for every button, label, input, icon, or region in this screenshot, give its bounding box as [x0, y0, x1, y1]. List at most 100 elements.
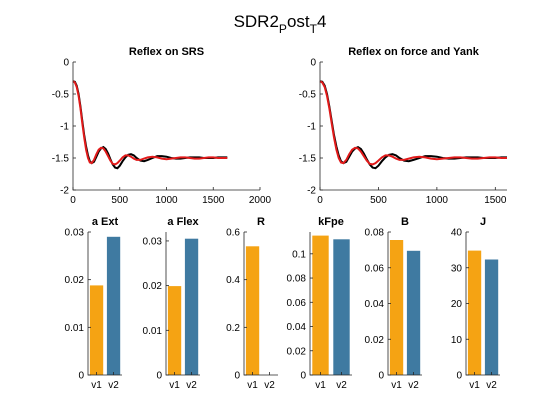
- x-tick-label: 0: [317, 195, 323, 206]
- axis-lines: [165, 232, 200, 376]
- bar: [106, 236, 121, 375]
- x-tick-label: v1: [91, 380, 102, 391]
- y-tick-label: 0.06: [287, 298, 307, 309]
- bar: [333, 239, 350, 375]
- x-tick-label: v2: [108, 380, 119, 391]
- chart-panel: Reflex on force and Yank 0 500 1000 1500 -2 -1…: [299, 46, 507, 206]
- title-middle: ost: [287, 12, 310, 31]
- y-tick-label: 0: [456, 371, 462, 382]
- y-tick-label: 0.06: [365, 263, 385, 274]
- y-tick-label: 20: [451, 299, 463, 310]
- chart-title: J: [480, 216, 486, 228]
- x-tick-label: 500: [370, 195, 387, 206]
- chart-panel: a Ext v1 v2 0 0.01 0.02 0.03: [65, 216, 122, 391]
- y-tick-label: 0: [63, 58, 69, 69]
- x-tick-label: v1: [315, 380, 326, 391]
- bar: [184, 238, 199, 375]
- bar: [389, 240, 404, 375]
- axis-lines: [243, 232, 278, 376]
- y-tick-label: -2: [60, 186, 69, 197]
- y-tick-label: 0.03: [65, 228, 85, 239]
- chart-title: kFpe: [318, 216, 344, 228]
- y-tick-label: -1: [60, 122, 69, 133]
- y-tick-label: 0.01: [143, 326, 163, 337]
- y-tick-label: 0.02: [365, 335, 385, 346]
- chart-panel: Reflex on SRS 0 500 1000 1500 2000 -2 -1.5 -1 -0.…: [52, 46, 272, 206]
- bar: [312, 235, 329, 375]
- bar: [89, 285, 104, 375]
- y-tick-label: 0.1: [292, 249, 306, 260]
- axis-lines: [319, 62, 507, 191]
- chart-title: R: [257, 216, 265, 228]
- axis-lines: [387, 232, 422, 376]
- y-tick-label: 0: [300, 371, 306, 382]
- y-tick-label: 0.4: [226, 275, 240, 286]
- x-tick-label: 500: [111, 195, 128, 206]
- y-tick-label: -1.5: [52, 154, 70, 165]
- y-tick-label: 0.08: [287, 274, 307, 285]
- x-tick-label: 1000: [155, 195, 178, 206]
- title-subscript-1: P: [279, 22, 287, 36]
- bar: [406, 250, 421, 375]
- y-tick-label: 0.04: [365, 299, 385, 310]
- y-tick-label: -0.5: [299, 90, 317, 101]
- title-end: 4: [317, 12, 326, 31]
- chart-title: Reflex on SRS: [129, 46, 204, 58]
- chart-panel: a Flex v1 v2 0 0.01 0.02 0.03: [143, 216, 200, 391]
- title-main: SDR2: [234, 12, 279, 31]
- x-tick-label: v1: [247, 380, 258, 391]
- y-tick-label: 0: [234, 371, 240, 382]
- y-tick-label: 0.04: [287, 322, 307, 333]
- chart-panel: kFpe v1 v2 0 0.02 0.04 0.06 0.08 0.1: [287, 216, 352, 391]
- x-tick-label: v1: [469, 380, 480, 391]
- x-tick-label: 0: [70, 195, 76, 206]
- bar: [467, 250, 482, 375]
- chart-title: B: [401, 216, 409, 228]
- y-tick-label: -1.5: [299, 154, 317, 165]
- x-tick-label: v1: [169, 380, 180, 391]
- y-tick-label: 0.2: [226, 323, 240, 334]
- y-tick-label: 0.02: [143, 281, 163, 292]
- x-tick-label: v2: [408, 380, 419, 391]
- x-tick-label: 1000: [426, 195, 449, 206]
- y-tick-label: -2: [307, 186, 316, 197]
- y-tick-label: 40: [451, 228, 463, 239]
- series-line: [72, 80, 228, 166]
- y-tick-label: 0.03: [143, 236, 163, 247]
- x-tick-label: v2: [186, 380, 197, 391]
- x-tick-label: 1500: [484, 195, 507, 206]
- bar: [167, 286, 182, 375]
- chart-panel: Jv1 v2 0 10 20 30 40: [451, 216, 500, 391]
- bar: [484, 259, 499, 375]
- title-subscript-2: T: [310, 22, 318, 36]
- y-tick-label: 0: [156, 371, 162, 382]
- y-tick-label: 10: [451, 335, 463, 346]
- axis-lines: [309, 232, 352, 376]
- x-tick-label: 2000: [249, 195, 272, 206]
- y-tick-label: 0.02: [65, 275, 85, 286]
- y-tick-label: 0.08: [365, 228, 385, 239]
- axis-lines: [87, 232, 122, 376]
- y-tick-label: 0.01: [65, 323, 85, 334]
- x-tick-label: 1500: [202, 195, 225, 206]
- axis-lines: [72, 62, 260, 191]
- figure-title: SDR2PostT4: [234, 12, 327, 36]
- axis-lines: [465, 232, 500, 376]
- y-tick-label: 0: [78, 371, 84, 382]
- chart-title: a Ext: [92, 216, 119, 228]
- x-tick-label: v1: [391, 380, 402, 391]
- chart-panel: Bv1 v2 0 0.02 0.04 0.06 0.08: [365, 216, 422, 391]
- y-tick-label: 30: [451, 263, 463, 274]
- y-tick-label: -0.5: [52, 90, 70, 101]
- y-tick-label: 0: [310, 58, 316, 69]
- x-tick-label: v2: [336, 380, 347, 391]
- chart-title: a Flex: [167, 216, 199, 228]
- series-line: [319, 80, 507, 166]
- bar: [245, 246, 260, 375]
- chart-title: Reflex on force and Yank: [348, 46, 480, 58]
- y-tick-label: 0: [378, 371, 384, 382]
- chart-panel: Rv1 v2 0 0.2 0.4 0.6: [226, 216, 278, 391]
- x-tick-label: v2: [486, 380, 497, 391]
